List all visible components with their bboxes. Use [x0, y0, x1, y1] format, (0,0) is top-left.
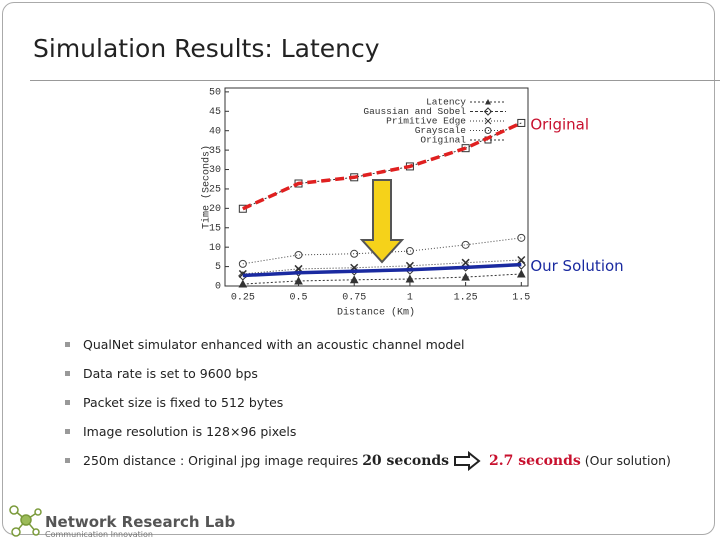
bullet-emphasis: 2.7 seconds: [489, 452, 581, 469]
chart: Distance (Km) Time (Seconds) 0 5 10 15 20 25 3…: [201, 87, 624, 319]
marker: [461, 272, 470, 281]
legend-label: Primitive Edge: [386, 116, 466, 127]
annotation: Original: [530, 115, 589, 133]
series-line: [242, 273, 522, 285]
y-tick-label: 20: [209, 204, 221, 215]
x-axis-label: Distance (Km): [337, 307, 415, 319]
bullet: QualNet simulator enhanced with an acous…: [65, 330, 671, 359]
legend-marker: [485, 99, 491, 105]
logo: [9, 505, 42, 537]
right-arrow: [454, 450, 481, 471]
y-tick-label: 0: [215, 282, 221, 293]
slide-frame: [2, 2, 715, 535]
marker: [516, 269, 526, 278]
marker: [349, 275, 359, 284]
highlight-line: [242, 262, 522, 278]
down-arrow: [359, 179, 405, 264]
title-rule: [30, 80, 720, 81]
y-tick-label: 25: [209, 185, 221, 196]
x-tick-label: 1.5: [512, 293, 530, 304]
marker: [294, 250, 303, 259]
marker: [350, 249, 359, 258]
marker: [405, 247, 414, 256]
y-tick-label: 40: [209, 126, 221, 137]
bullet-note: (Our solution): [584, 453, 671, 468]
bullet-text: Data rate is set to 9600 bps: [83, 366, 258, 381]
bullet-text: QualNet simulator enhanced with an acous…: [83, 337, 465, 352]
bullet-emphasis: 20 seconds: [362, 452, 450, 469]
footer-tagline: Communication Innovation: [45, 530, 153, 539]
x-tick-label: 1.25: [454, 293, 478, 304]
marker: [461, 240, 470, 249]
y-tick-label: 5: [215, 262, 221, 273]
bullet: Data rate is set to 9600 bps: [65, 359, 671, 388]
legend-marker: [484, 117, 492, 125]
bullet-text: Packet size is fixed to 512 bytes: [83, 395, 284, 410]
highlight-line: [242, 121, 523, 211]
legend-label: Gaussian and Sobel: [363, 106, 466, 117]
marker: [294, 276, 303, 285]
y-tick-label: 15: [209, 223, 221, 234]
annotation: Our Solution: [530, 257, 623, 275]
bullet-text: Image resolution is 128×96 pixels: [83, 424, 297, 439]
y-tick-label: 50: [209, 88, 221, 99]
y-axis-label: Time (Seconds): [201, 145, 213, 229]
y-tick-label: 30: [209, 165, 221, 176]
x-tick-label: 1: [407, 293, 413, 304]
marker: [405, 274, 415, 283]
bullet-text: 250m distance : Original jpg image requi…: [83, 453, 359, 468]
bullet: 250m distance : Original jpg image requi…: [65, 446, 671, 475]
y-tick-label: 35: [209, 146, 221, 157]
marker: [517, 233, 526, 242]
x-tick-label: 0.75: [342, 293, 366, 304]
y-tick-label: 45: [209, 107, 221, 118]
legend-label: Original: [420, 135, 466, 146]
legend-marker: [484, 127, 492, 134]
bullet-list: QualNet simulator enhanced with an acous…: [65, 330, 671, 475]
y-tick-label: 10: [209, 243, 221, 254]
bullet: Packet size is fixed to 512 bytes: [65, 388, 671, 417]
x-tick-label: 0.25: [231, 293, 255, 304]
bullet: Image resolution is 128×96 pixels: [65, 417, 671, 446]
legend-label: Grayscale: [415, 125, 467, 136]
slide-title: Simulation Results: Latency: [33, 34, 380, 63]
marker: [238, 279, 248, 288]
marker: [238, 259, 247, 268]
marker: [517, 118, 526, 127]
x-tick-label: 0.5: [290, 293, 308, 304]
marker: [517, 255, 526, 265]
marker: [461, 258, 470, 267]
legend-label: Latency: [426, 97, 466, 108]
legend-marker: [483, 107, 493, 116]
footer-lab: Network Research Lab: [45, 513, 236, 531]
